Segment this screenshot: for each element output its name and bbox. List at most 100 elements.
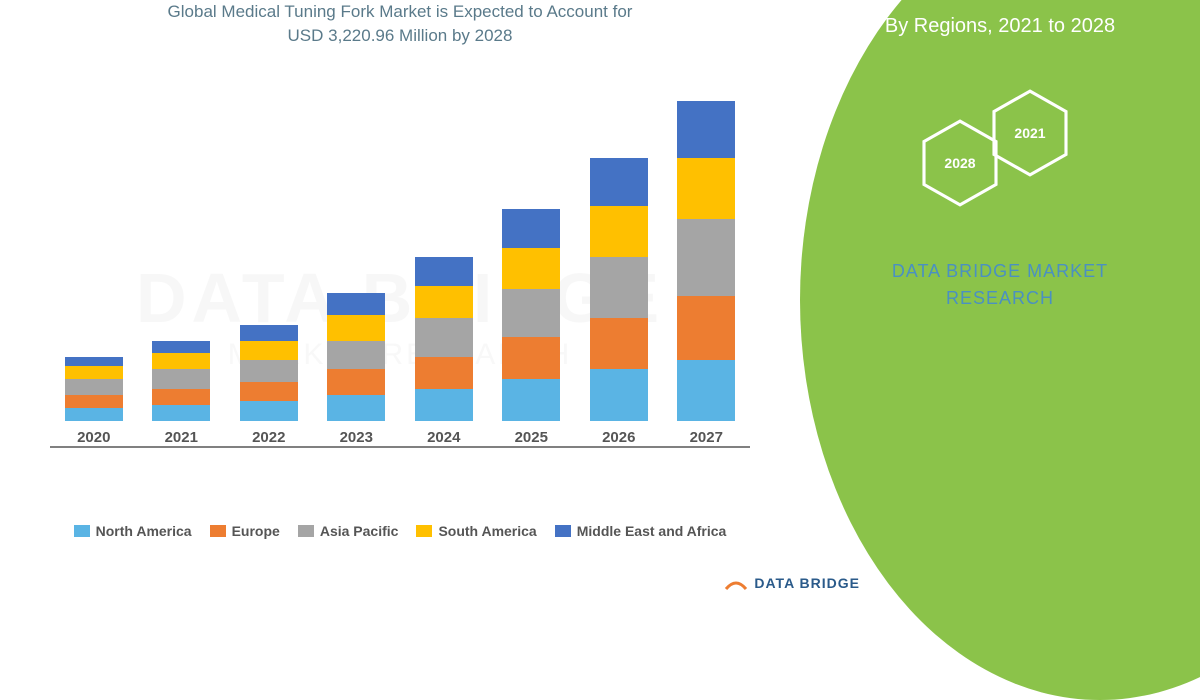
bar-group: 2025	[488, 209, 576, 445]
left-panel: Global Medical Tuning Fork Market is Exp…	[0, 0, 800, 600]
bar-segment	[590, 158, 648, 206]
legend-item: Middle East and Africa	[555, 523, 727, 539]
bar-segment	[327, 315, 385, 341]
legend-swatch	[298, 525, 314, 537]
bar-segment	[327, 395, 385, 421]
bar-segment	[677, 219, 735, 296]
hex-2021: 2021	[990, 88, 1070, 178]
bar-segment	[502, 289, 560, 337]
bar-label: 2024	[427, 429, 460, 446]
region-title: By Regions, 2021 to 2028	[820, 15, 1180, 38]
hex-2028: 2028	[920, 118, 1000, 208]
bar-stack	[240, 325, 298, 421]
bar-label: 2027	[690, 429, 723, 446]
bar-segment	[502, 248, 560, 290]
bar-segment	[152, 405, 210, 421]
legend-swatch	[416, 525, 432, 537]
bar-segment	[65, 408, 123, 421]
brand-line-2: RESEARCH	[820, 285, 1180, 312]
bar-segment	[502, 337, 560, 379]
bar-segment	[502, 209, 560, 247]
bar-segment	[590, 257, 648, 318]
bar-segment	[327, 293, 385, 315]
hex-label-2: 2021	[1014, 125, 1045, 141]
bar-segment	[415, 257, 473, 286]
brand-text: DATA BRIDGE MARKET RESEARCH	[820, 258, 1180, 312]
hexagons: 2028 2021	[900, 88, 1100, 228]
bar-group: 2023	[313, 293, 401, 446]
bar-segment	[240, 401, 298, 420]
legend-swatch	[210, 525, 226, 537]
chart-title: Global Medical Tuning Fork Market is Exp…	[20, 0, 780, 48]
bar-segment	[590, 369, 648, 420]
bar-label: 2025	[515, 429, 548, 446]
bars-container: 2020 2021 2022 2023 2024 2025 2026 2027	[50, 108, 750, 448]
bar-segment	[240, 341, 298, 360]
bar-segment	[677, 360, 735, 421]
bar-segment	[677, 296, 735, 360]
legend-swatch	[555, 525, 571, 537]
bar-segment	[65, 379, 123, 395]
bar-group: 2026	[575, 158, 663, 445]
bar-segment	[677, 101, 735, 159]
bar-group: 2021	[138, 341, 226, 446]
bar-label: 2020	[77, 429, 110, 446]
bar-segment	[415, 318, 473, 356]
bridge-icon	[724, 571, 748, 595]
bar-group: 2022	[225, 325, 313, 446]
bar-segment	[65, 357, 123, 367]
bar-segment	[152, 353, 210, 369]
bar-group: 2024	[400, 257, 488, 445]
bar-segment	[65, 366, 123, 379]
bar-stack	[65, 357, 123, 421]
bar-label: 2023	[340, 429, 373, 446]
legend-item: Asia Pacific	[298, 523, 399, 539]
bar-segment	[327, 341, 385, 370]
bar-segment	[415, 286, 473, 318]
bar-segment	[152, 341, 210, 354]
bar-label: 2026	[602, 429, 635, 446]
legend-item: South America	[416, 523, 536, 539]
right-panel: By Regions, 2021 to 2028 2028 2021 DATA …	[800, 0, 1200, 600]
legend-item: North America	[74, 523, 192, 539]
bar-group: 2027	[663, 101, 751, 446]
legend: North America Europe Asia Pacific South Ame…	[20, 523, 780, 539]
bar-segment	[65, 395, 123, 408]
bar-stack	[502, 209, 560, 420]
footer-logo-text: DATA BRIDGE	[754, 575, 860, 591]
hex-label-1: 2028	[944, 155, 975, 171]
legend-label: North America	[96, 523, 192, 539]
brand-line-1: DATA BRIDGE MARKET	[820, 258, 1180, 285]
bar-group: 2020	[50, 357, 138, 446]
bar-segment	[415, 389, 473, 421]
bar-label: 2022	[252, 429, 285, 446]
bar-stack	[677, 101, 735, 421]
legend-swatch	[74, 525, 90, 537]
title-line-1: Global Medical Tuning Fork Market is Exp…	[20, 0, 780, 24]
bar-segment	[240, 360, 298, 382]
bar-stack	[590, 158, 648, 420]
bar-segment	[327, 369, 385, 395]
bar-label: 2021	[165, 429, 198, 446]
main-container: Global Medical Tuning Fork Market is Exp…	[0, 0, 1200, 600]
legend-label: Middle East and Africa	[577, 523, 727, 539]
chart-area: DATA BRIDGE MARKET RESEARCH 202020212022…	[20, 108, 780, 488]
bar-segment	[590, 318, 648, 369]
bar-segment	[152, 369, 210, 388]
legend-item: Europe	[210, 523, 280, 539]
right-content: By Regions, 2021 to 2028 2028 2021 DATA …	[800, 0, 1200, 322]
bar-segment	[502, 379, 560, 421]
legend-label: South America	[438, 523, 536, 539]
legend-label: Asia Pacific	[320, 523, 399, 539]
legend-label: Europe	[232, 523, 280, 539]
bar-segment	[240, 325, 298, 341]
bar-stack	[415, 257, 473, 420]
footer-logo: DATA BRIDGE	[724, 571, 860, 595]
bar-segment	[415, 357, 473, 389]
bar-segment	[590, 206, 648, 257]
bar-segment	[677, 158, 735, 219]
bar-stack	[327, 293, 385, 421]
bar-stack	[152, 341, 210, 421]
bar-segment	[152, 389, 210, 405]
title-line-2: USD 3,220.96 Million by 2028	[20, 24, 780, 48]
